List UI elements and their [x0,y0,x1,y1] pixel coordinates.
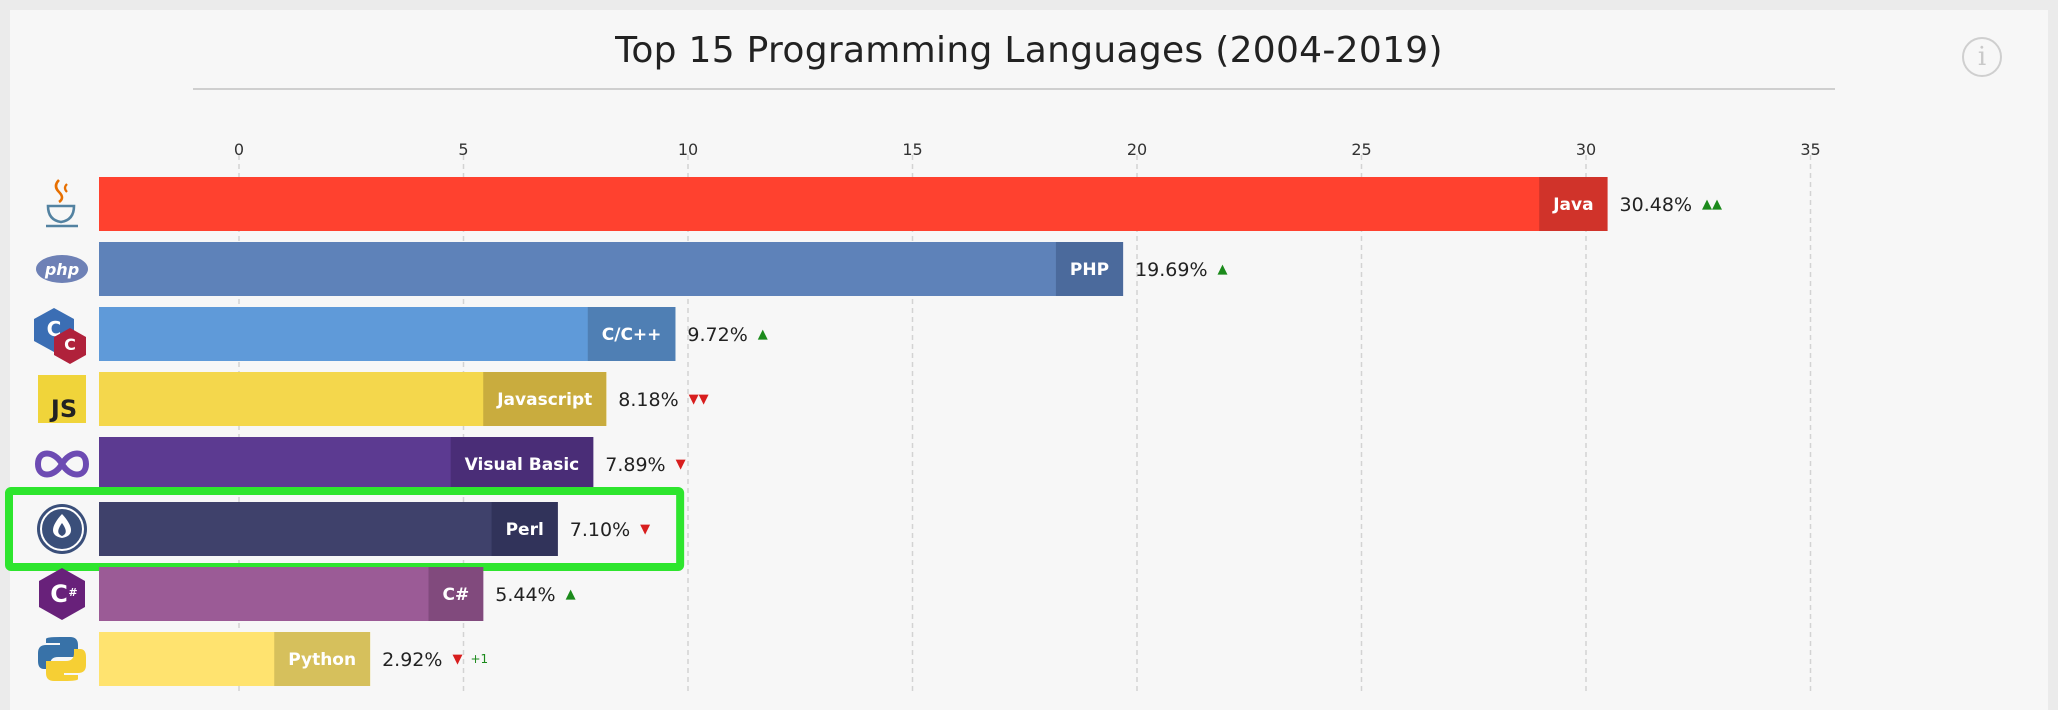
value-label: 9.72% [687,324,747,346]
bar[interactable] [99,502,558,556]
java-steam [54,179,64,204]
bar-label: Python [288,650,356,670]
trend-indicator: ▲▲ [1702,197,1722,212]
bar[interactable] [99,307,676,361]
bar-row-java: Java 30.48% ▲▲ [46,177,1722,231]
perl-drop-inner [58,523,66,536]
bar-label-box [428,567,484,621]
bar-label-box [274,632,371,686]
bar-row-python: Python 2.92% ▼ +1 [38,632,488,686]
title-divider [193,88,1835,90]
csharp-hex [39,568,85,620]
cpp-icon: CC [34,308,86,364]
value-label: 30.48% [1620,194,1692,216]
bar-row-php: php PHP 19.69% ▲ [36,242,1228,296]
chart-stage: Top 15 Programming Languages (2004-2019)… [5,10,2048,710]
x-tick-label: 35 [1800,140,1820,159]
python-icon [38,637,86,681]
csharp-icon: C # [39,568,85,620]
trend-indicator: ▲ [758,327,768,342]
csharp-logo-text: C [50,580,68,608]
bar-row-c-c-: CC C/C++ 9.72% ▲ [34,307,768,364]
value-label: 5.44% [495,584,555,606]
bar-row-visual-basic: Visual Basic 7.89% ▼ [34,437,686,491]
infinity-shape [34,450,90,478]
perl-icon [37,504,87,554]
x-tick-label: 30 [1576,140,1596,159]
php-logo-text: php [44,260,79,279]
csharp-hash: # [68,586,77,599]
x-tick-label: 5 [458,140,468,159]
javascript-icon: JS [38,375,86,423]
bar-label: C# [443,585,470,605]
trend-indicator: ▼ [676,457,686,472]
bar-label-box [450,437,594,491]
x-tick-label: 15 [902,140,922,159]
value-label: 7.89% [605,454,665,476]
js-logo-text: JS [49,395,77,423]
bar[interactable] [99,567,484,621]
bar[interactable] [99,242,1124,296]
bar-label-box [491,502,558,556]
bar[interactable] [99,177,1608,231]
bar-row-javascript: JS Javascript 8.18% ▼▼ [38,372,709,426]
x-tick-label: 0 [234,140,244,159]
bar-label: PHP [1070,260,1109,280]
value-label: 7.10% [570,519,630,541]
bar-label: Visual Basic [465,455,580,475]
js-square [38,375,86,423]
info-icon[interactable]: i [1962,37,2002,77]
c-logo-text: C [64,335,76,354]
bar-label-box [1055,242,1124,296]
c-hex [54,328,86,364]
python-snake-yellow [46,649,86,681]
trend-indicator: ▼ [640,522,650,537]
bar-label: Javascript [496,390,592,410]
bar-label: Java [1552,195,1593,215]
perl-ring [40,507,84,551]
trend-indicator: ▼▼ [689,392,709,407]
value-label: 8.18% [618,389,678,411]
value-label: 19.69% [1135,259,1207,281]
value-label: 2.92% [382,649,442,671]
bar-label: Perl [506,520,544,540]
rank-change: +1 [470,652,488,666]
java-cup [46,204,76,224]
bar-label-box [1539,177,1608,231]
trend-indicator: ▲ [1218,262,1228,277]
x-tick-label: 10 [678,140,698,159]
visual-basic-icon [34,450,90,478]
bar-label-box [587,307,676,361]
bar-row-perl: Perl 7.10% ▼ [5,487,685,571]
java-steam [63,183,68,193]
bar-row-c-: C # C# 5.44% ▲ [39,567,576,621]
x-tick-label: 20 [1127,140,1147,159]
chart-title: Top 15 Programming Languages (2004-2019) [615,30,1443,71]
trend-indicator: ▼ [452,652,462,667]
php-icon: php [36,255,88,283]
bar-label-box [483,372,607,426]
x-tick-label: 25 [1351,140,1371,159]
php-ellipse [36,255,88,283]
trend-indicator: ▲ [566,587,576,602]
java-icon [46,179,78,228]
bar-label: C/C++ [602,325,662,345]
